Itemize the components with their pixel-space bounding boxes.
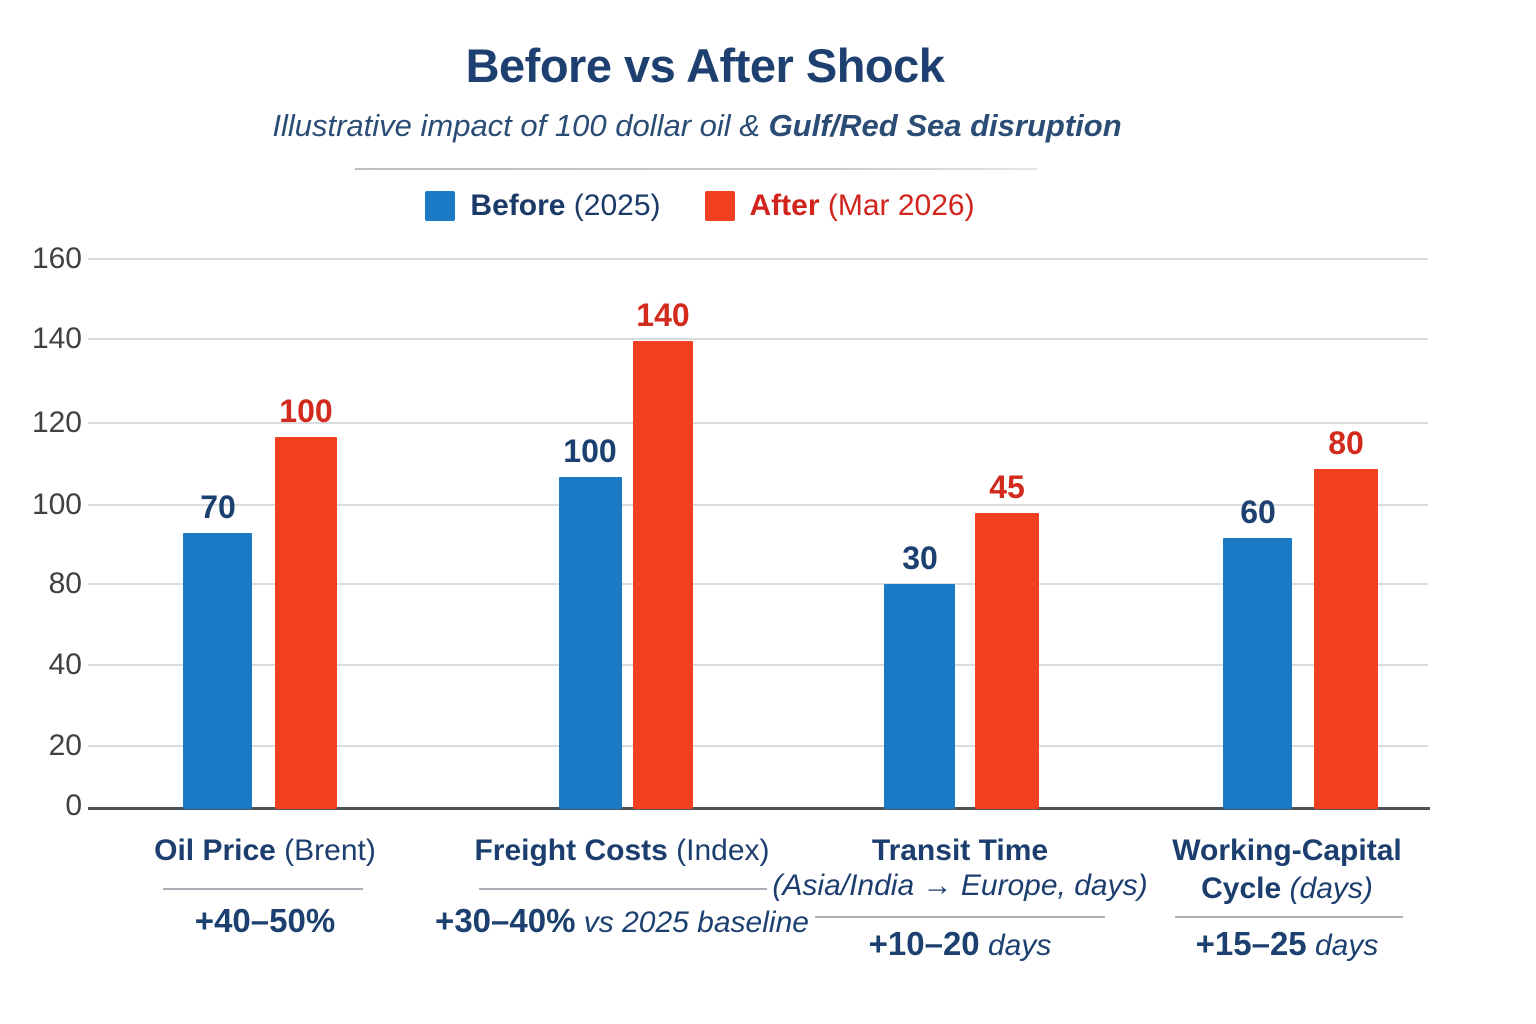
y-tick-160: 160 xyxy=(31,242,82,275)
category-working-capital-bold: Working-Capital xyxy=(1172,834,1402,867)
gridline-160 xyxy=(88,258,1428,260)
gridline-40 xyxy=(88,664,1428,666)
gridline-100 xyxy=(88,504,1428,506)
gridline-20 xyxy=(88,745,1428,747)
annotation-freight: +30–40% vs 2025 baseline xyxy=(422,902,822,940)
category-oil-price-bold: Oil Price xyxy=(154,834,276,867)
bar-value-oil-price-before: 70 xyxy=(200,489,236,525)
legend-after-detail: (Mar 2026) xyxy=(819,189,975,222)
category-underline-oil-price xyxy=(163,888,363,890)
legend-after-name: After xyxy=(749,189,820,222)
bar-value-oil-price-after: 100 xyxy=(279,393,333,429)
gridline-140 xyxy=(88,338,1428,340)
subtitle-emphasis: Gulf/Red Sea disruption xyxy=(768,108,1122,143)
legend-label-before: Before (2025) xyxy=(470,189,660,223)
gridline-80 xyxy=(88,583,1428,585)
chart-subtitle: Illustrative impact of 100 dollar oil & … xyxy=(0,108,1394,144)
annotation-oil-price-bold: +40–50% xyxy=(194,902,336,939)
annotation-working-capital: +15–25 days xyxy=(1087,925,1487,963)
bar-value-working-capital-before: 60 xyxy=(1240,494,1276,530)
annotation-freight-bold: +30–40% xyxy=(435,902,576,939)
bar-freight-before xyxy=(559,477,622,809)
x-axis-line xyxy=(88,807,1430,810)
legend-before-name: Before xyxy=(470,189,566,222)
category-label-working-capital: Working-Capital xyxy=(1087,834,1487,868)
y-tick-140: 140 xyxy=(31,322,82,355)
gridline-120 xyxy=(88,422,1428,424)
legend-item-before: Before (2025) xyxy=(425,189,661,223)
header-divider xyxy=(355,168,1037,170)
category-label-transit: Transit Time xyxy=(760,834,1160,868)
legend-item-after: After (Mar 2026) xyxy=(704,189,975,223)
y-tick-20: 20 xyxy=(48,729,82,762)
bar-working-capital-before xyxy=(1223,538,1292,809)
y-tick-80: 80 xyxy=(48,567,82,600)
bar-transit-before xyxy=(884,584,955,809)
bar-value-freight-before: 100 xyxy=(563,433,617,469)
bar-oil-price-after xyxy=(275,437,337,809)
y-tick-0: 0 xyxy=(65,789,82,822)
category-label-freight: Freight Costs (Index) xyxy=(422,834,822,868)
bar-value-transit-after: 45 xyxy=(989,469,1025,505)
annotation-transit-bold: +10–20 xyxy=(868,925,980,962)
category-freight-bold: Freight Costs xyxy=(474,834,668,867)
legend: Before (2025) After (Mar 2026) xyxy=(0,189,1400,223)
bar-transit-after xyxy=(975,513,1039,809)
bar-value-freight-after: 140 xyxy=(636,297,690,333)
legend-before-detail: (2025) xyxy=(565,189,661,222)
annotation-working-capital-bold: +15–25 xyxy=(1195,925,1307,962)
after-color-swatch xyxy=(704,191,735,221)
category-underline-working-capital xyxy=(1175,916,1403,918)
chart-title: Before vs After Shock xyxy=(465,39,945,92)
bar-value-working-capital-after: 80 xyxy=(1328,425,1364,461)
category-underline-freight xyxy=(479,888,767,890)
y-tick-120: 120 xyxy=(31,406,82,439)
annotation-freight-italic: vs 2025 baseline xyxy=(575,906,809,939)
legend-label-after: After (Mar 2026) xyxy=(750,189,975,223)
annotation-transit-italic: days xyxy=(979,929,1052,962)
category-label-working-capital-line2: Cycle (days) xyxy=(1087,872,1487,906)
y-tick-40: 40 xyxy=(48,648,82,681)
bar-oil-price-before xyxy=(183,533,252,809)
category-label-transit-line2: (Asia/India → Europe, days) xyxy=(760,869,1160,903)
category-underline-transit xyxy=(815,916,1105,918)
bar-value-transit-before: 30 xyxy=(902,540,938,576)
category-transit-route: (Asia/India → Europe, days) xyxy=(772,869,1148,902)
before-color-swatch xyxy=(425,191,456,221)
annotation-oil-price: +40–50% xyxy=(65,902,465,940)
annotation-working-capital-italic: days xyxy=(1306,929,1379,962)
y-tick-100: 100 xyxy=(31,488,82,521)
category-oil-price-rest: (Brent) xyxy=(275,834,376,867)
category-transit-bold: Transit Time xyxy=(871,834,1049,867)
subtitle-regular: Illustrative impact of 100 dollar oil & xyxy=(272,108,769,143)
bar-freight-after xyxy=(633,341,693,809)
category-label-oil-price: Oil Price (Brent) xyxy=(65,834,465,868)
category-freight-rest: (Index) xyxy=(667,834,770,867)
category-working-capital-cycle: Cycle xyxy=(1201,872,1282,905)
annotation-transit: +10–20 days xyxy=(760,925,1160,963)
bar-working-capital-after xyxy=(1314,469,1378,809)
category-working-capital-days: (days) xyxy=(1281,872,1373,905)
